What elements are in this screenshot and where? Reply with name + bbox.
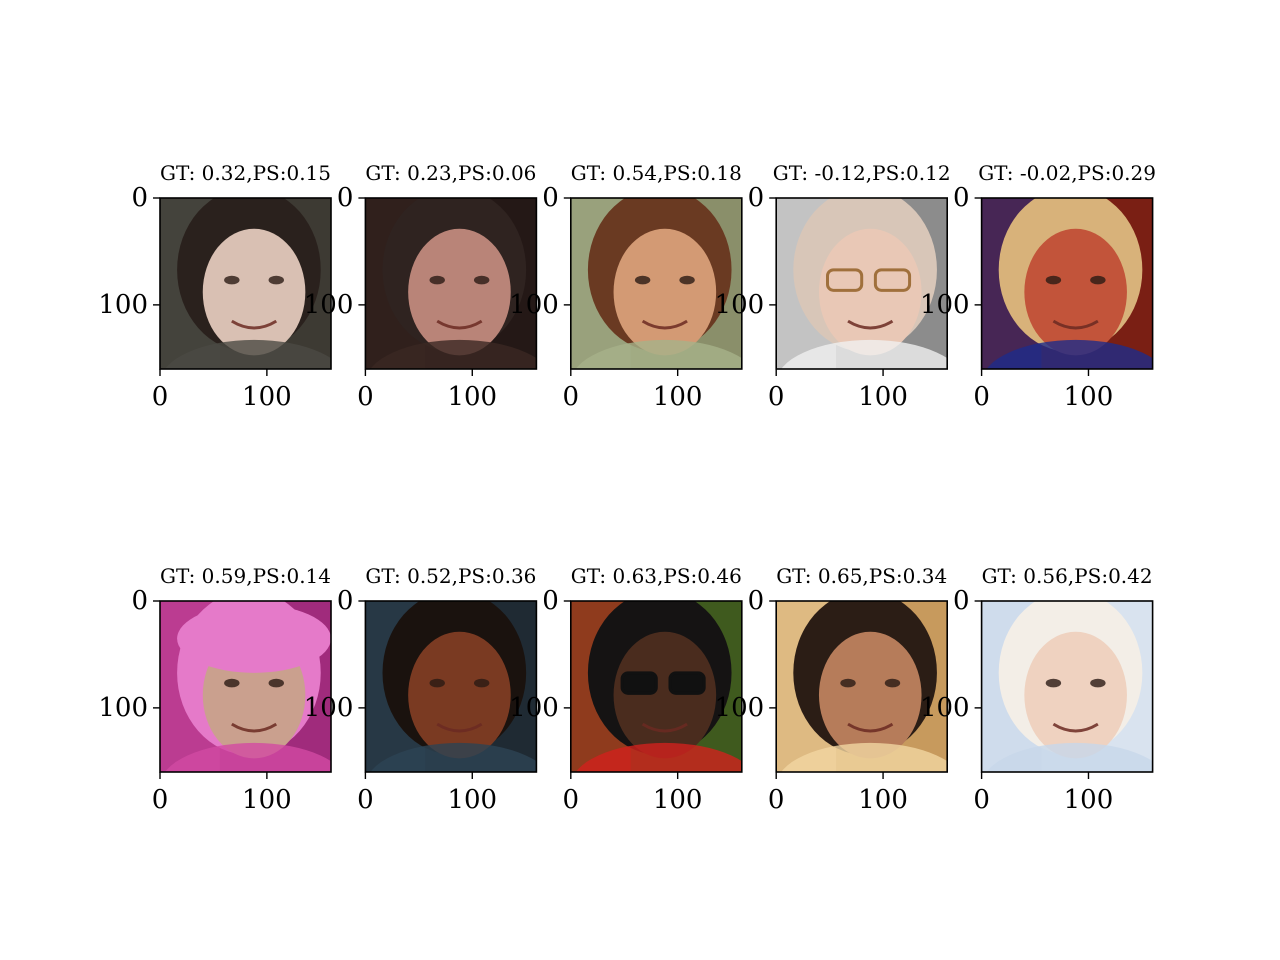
x-tick-label: 0 — [563, 785, 580, 815]
face-photo — [365, 198, 537, 369]
face-photo — [570, 601, 742, 772]
axes-frame — [159, 600, 332, 773]
subplot-panel: GT: 0.54,PS:0.18 0 100 0 100 — [509, 161, 743, 412]
x-tick-label: 100 — [242, 382, 292, 412]
subplot-panel: GT: 0.65,PS:0.34 0 100 0 100 — [715, 564, 949, 815]
y-tick-label: 100 — [98, 290, 148, 320]
face-photo — [981, 601, 1153, 772]
y-tick-label: 0 — [542, 183, 559, 213]
face-photo — [570, 198, 742, 369]
axes-frame — [980, 197, 1154, 370]
face-photo — [981, 198, 1153, 369]
subplot-panel: GT: 0.59,PS:0.14 0 100 0 100 — [98, 564, 332, 815]
y-tick-label: 100 — [715, 290, 765, 320]
x-tick-label: 0 — [357, 785, 374, 815]
y-tick-label: 0 — [542, 586, 559, 616]
subplot-panel: GT: -0.02,PS:0.29 0 100 0 100 — [920, 161, 1156, 412]
subplot-panel: GT: 0.56,PS:0.42 0 100 0 100 — [920, 564, 1154, 815]
panel-title: GT: 0.63,PS:0.46 — [571, 564, 742, 588]
axes-frame — [159, 197, 332, 370]
axes-frame — [980, 600, 1154, 773]
x-tick-label: 100 — [858, 382, 908, 412]
panel-title: GT: 0.65,PS:0.34 — [776, 564, 947, 588]
panel-title: GT: 0.52,PS:0.36 — [365, 564, 536, 588]
subplot-panel: GT: -0.12,PS:0.12 0 100 0 100 — [715, 161, 951, 412]
x-tick-label: 0 — [357, 382, 374, 412]
axes-frame — [569, 600, 743, 773]
panel-title: GT: 0.23,PS:0.06 — [365, 161, 536, 185]
y-tick-label: 0 — [953, 586, 970, 616]
face-photo — [776, 601, 948, 772]
axes-frame — [364, 600, 538, 773]
face-photo — [160, 198, 331, 369]
panel-title: GT: 0.32,PS:0.15 — [160, 161, 331, 185]
x-tick-label: 100 — [447, 382, 497, 412]
x-tick-label: 0 — [768, 785, 785, 815]
x-tick-label: 100 — [858, 785, 908, 815]
y-tick-label: 0 — [953, 183, 970, 213]
x-tick-label: 0 — [152, 382, 169, 412]
subplot-panel: GT: 0.63,PS:0.46 0 100 0 100 — [509, 564, 743, 815]
x-tick-label: 100 — [1064, 382, 1114, 412]
x-tick-label: 100 — [653, 382, 703, 412]
y-tick-label: 0 — [337, 183, 354, 213]
face-photo — [776, 198, 948, 369]
y-tick-label: 0 — [131, 586, 148, 616]
y-tick-label: 0 — [748, 586, 765, 616]
y-tick-label: 100 — [920, 290, 970, 320]
axes-frame — [775, 600, 949, 773]
x-tick-label: 0 — [973, 785, 990, 815]
panel-title: GT: -0.02,PS:0.29 — [978, 161, 1156, 185]
axes-frame — [775, 197, 949, 370]
x-tick-label: 100 — [242, 785, 292, 815]
x-tick-label: 100 — [1064, 785, 1114, 815]
subplot-panel: GT: 0.52,PS:0.36 0 100 0 100 — [304, 564, 538, 815]
face-photo — [365, 601, 537, 772]
y-tick-label: 0 — [131, 183, 148, 213]
axes-frame — [364, 197, 538, 370]
x-tick-label: 0 — [973, 382, 990, 412]
panel-title: GT: 0.59,PS:0.14 — [160, 564, 331, 588]
x-tick-label: 100 — [653, 785, 703, 815]
y-tick-label: 100 — [98, 693, 148, 723]
y-tick-label: 100 — [715, 693, 765, 723]
y-tick-label: 100 — [304, 290, 354, 320]
axes-frame — [569, 197, 743, 370]
panel-title: GT: 0.54,PS:0.18 — [571, 161, 742, 185]
subplot-panel: GT: 0.23,PS:0.06 0 100 0 100 — [304, 161, 538, 412]
y-tick-label: 100 — [509, 290, 559, 320]
panel-title: GT: -0.12,PS:0.12 — [773, 161, 951, 185]
x-tick-label: 100 — [447, 785, 497, 815]
x-tick-label: 0 — [768, 382, 785, 412]
y-tick-label: 0 — [337, 586, 354, 616]
y-tick-label: 100 — [304, 693, 354, 723]
face-photo — [160, 601, 331, 772]
y-tick-label: 100 — [920, 693, 970, 723]
panel-title: GT: 0.56,PS:0.42 — [982, 564, 1153, 588]
x-tick-label: 0 — [152, 785, 169, 815]
x-tick-label: 0 — [563, 382, 580, 412]
y-tick-label: 100 — [509, 693, 559, 723]
subplot-panel: GT: 0.32,PS:0.15 0 100 0 100 — [98, 161, 332, 412]
y-tick-label: 0 — [748, 183, 765, 213]
